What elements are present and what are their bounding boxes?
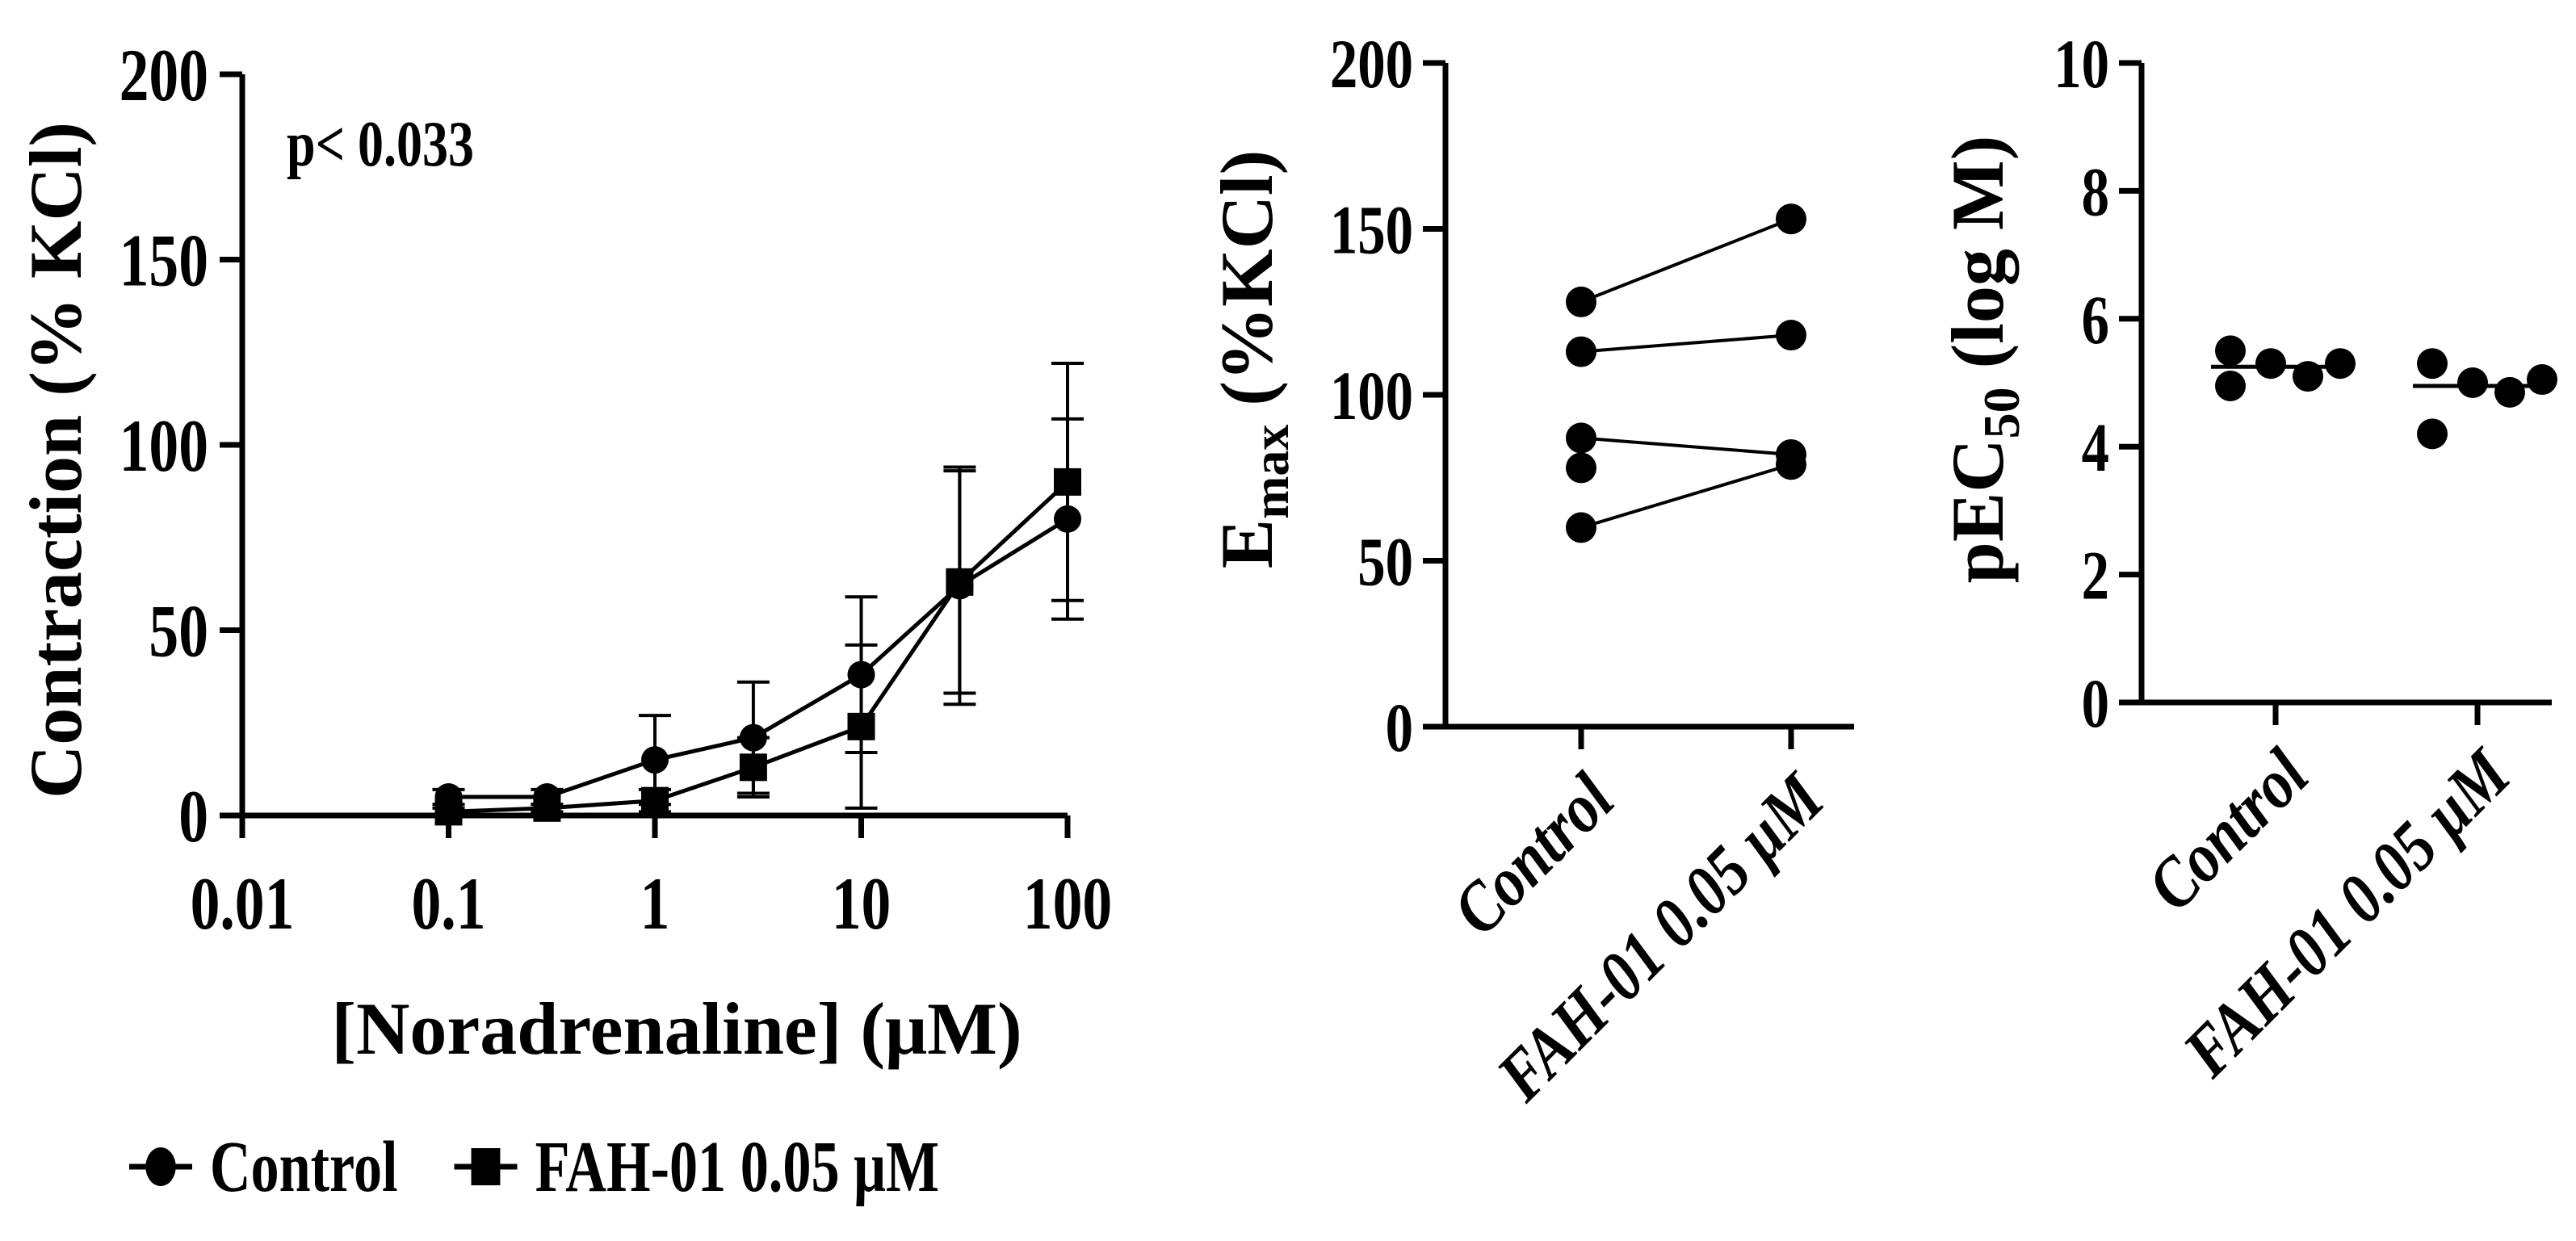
legend-item-fah01: FAH-01 0.05 μM (454, 1126, 940, 1209)
data-point-fah01 (739, 753, 767, 782)
y-tick-label: 50 (149, 591, 208, 673)
category-label: Control (2132, 734, 2323, 925)
y-axis-label-subscript: 50 (1973, 387, 2030, 438)
pair-line (1580, 436, 1792, 456)
y-tick-label: 0 (2082, 665, 2109, 742)
x-tick-label: 1 (640, 863, 670, 945)
data-point (2494, 376, 2525, 408)
category-label: Control (1437, 758, 1629, 950)
y-tick-label: 150 (1330, 191, 1413, 268)
x-tick-label: 100 (1023, 863, 1112, 945)
y-tick-label: 0 (1386, 690, 1413, 766)
y-axis-label-subscript: max (1242, 425, 1299, 519)
data-point-control (847, 660, 875, 689)
data-point (2325, 348, 2356, 379)
data-point (2417, 348, 2448, 379)
y-axis-label-main: pEC (1936, 438, 2019, 583)
data-point-fah01 (847, 712, 875, 740)
data-point-fah01 (434, 798, 463, 826)
data-point (1776, 320, 1806, 351)
data-point (2457, 367, 2488, 398)
x-tick-label: 10 (832, 863, 892, 945)
data-point (2527, 364, 2557, 396)
legend-item-control: Control (129, 1126, 398, 1209)
legend: Control FAH-01 0.05 μM (129, 1122, 939, 1211)
y-tick-label: 200 (1330, 26, 1413, 103)
y-axis-label-rest: (%KCl) (1206, 150, 1288, 425)
data-point-fah01 (946, 568, 974, 596)
data-point (1566, 452, 1596, 484)
data-point (1566, 512, 1596, 543)
y-tick-label: 50 (1357, 523, 1413, 600)
y-tick-label: 100 (1330, 358, 1413, 434)
data-point (2215, 370, 2246, 401)
data-point (2417, 418, 2448, 450)
legend-label-control: Control (209, 1126, 398, 1207)
data-point (1566, 286, 1596, 317)
data-point-fah01 (641, 786, 669, 815)
data-point (1776, 449, 1806, 480)
y-tick-label: 8 (2082, 153, 2109, 230)
y-tick-label: 200 (120, 35, 208, 117)
x-tick-label: 0.1 (412, 863, 486, 945)
pair-line (1580, 463, 1792, 530)
data-point (1566, 422, 1596, 454)
y-tick-label: 6 (2082, 282, 2109, 358)
y-axis-label-rest: (log M) (1936, 136, 2019, 388)
data-point-control (641, 746, 669, 774)
pair-line (1580, 333, 1792, 354)
data-point-control (739, 723, 767, 752)
legend-label-fah01: FAH-01 0.05 μM (535, 1126, 940, 1207)
data-point (1566, 336, 1596, 367)
circle-marker-icon (129, 1147, 192, 1186)
x-tick-label: 0.01 (191, 863, 295, 945)
data-point (2293, 361, 2323, 392)
p-value-annotation: p< 0.033 (287, 107, 474, 179)
concentration-response-chart: p< 0.033 Contraction (% KCl) [Noradrenal… (15, 35, 1112, 1070)
y-axis-label: Contraction (% KCl) (15, 122, 97, 799)
data-point (2215, 335, 2246, 367)
pair-line (1580, 217, 1792, 304)
y-tick-label: 4 (2082, 409, 2109, 486)
data-point-fah01 (1054, 467, 1081, 496)
y-tick-label: 150 (120, 220, 208, 303)
data-point-control (1054, 505, 1081, 533)
y-axis-label: Emax (%KCl) (1206, 150, 1299, 569)
data-point-fah01 (533, 794, 561, 822)
y-tick-label: 2 (2082, 537, 2109, 614)
x-axis-label: [Noradrenaline] (μM) (331, 987, 1022, 1070)
data-point (2255, 348, 2286, 379)
y-axis-label-main: E (1206, 519, 1288, 568)
y-tick-label: 100 (120, 405, 208, 488)
y-axis-label: pEC50 (log M) (1936, 136, 2030, 584)
square-marker-icon (454, 1148, 518, 1185)
y-tick-label: 0 (178, 776, 208, 858)
y-tick-label: 10 (2054, 26, 2109, 103)
data-point (1776, 203, 1806, 235)
